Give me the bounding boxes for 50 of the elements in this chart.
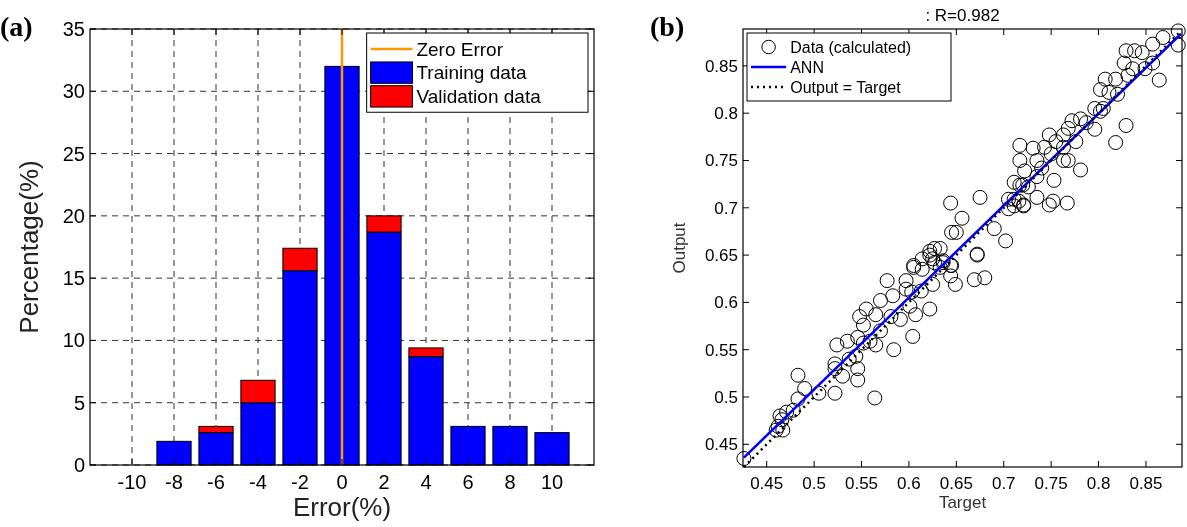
x-tick-label: 0.45 (750, 473, 784, 493)
y-tick-label: 0.6 (714, 293, 738, 313)
legend-label: Training data (416, 62, 528, 84)
x-tick-label: 2 (378, 471, 390, 493)
x-tick-label: -2 (291, 471, 309, 493)
x-tick-label: 0.75 (1034, 473, 1068, 493)
y-tick-label: 15 (62, 267, 85, 290)
x-axis-title: Target (938, 492, 987, 512)
chart-title: : R=0.982 (925, 6, 1000, 25)
x-tick-label: -6 (207, 471, 225, 493)
x-tick-label: -8 (165, 471, 183, 493)
y-axis-title: Percentage(%) (14, 160, 44, 334)
x-tick-label: 4 (420, 471, 432, 493)
text: (b) (650, 11, 685, 42)
x-tick-label: 0.55 (844, 473, 879, 493)
x-tick-label: 8 (504, 471, 516, 493)
x-tick-label: 0 (336, 471, 348, 493)
x-tick-label: 0.7 (991, 473, 1016, 493)
y-tick-label: 0.85 (704, 56, 738, 76)
x-tick-label: 0.8 (1086, 473, 1111, 493)
y-tick-label: 0.5 (714, 387, 738, 407)
y-tick-label: 30 (62, 80, 85, 103)
y-tick-label: 0.45 (704, 435, 738, 455)
y-tick-label: 0.7 (714, 198, 738, 218)
y-tick-label: 25 (62, 142, 85, 165)
x-tick-label: 0.5 (802, 473, 826, 493)
text: (a) (0, 11, 33, 42)
y-tick-label: 35 (62, 18, 85, 40)
y-tick-label: 5 (73, 391, 85, 414)
x-tick-label: 0.6 (897, 473, 921, 493)
x-axis-title: Error(%) (292, 491, 392, 522)
x-tick-label: 6 (462, 471, 474, 493)
y-tick-label: 0.65 (704, 246, 738, 266)
legend-label: Validation data (416, 86, 542, 108)
y-axis-title: Output (670, 222, 689, 274)
y-tick-label: 20 (62, 204, 85, 227)
y-tick-label: 0.55 (704, 340, 738, 360)
x-tick-label: 0.65 (939, 473, 973, 493)
y-tick-label: 10 (62, 329, 85, 352)
x-tick-label: -10 (117, 471, 147, 493)
x-tick-label: 10 (540, 471, 564, 493)
legend-label: Data (calculated) (790, 38, 912, 56)
y-tick-label: 0.75 (704, 151, 738, 171)
legend-label: Zero Error (416, 38, 504, 60)
x-tick-label: -4 (249, 471, 267, 493)
y-tick-label: 0.8 (714, 104, 738, 124)
x-tick-label: 0.85 (1129, 473, 1163, 493)
y-tick-label: 0 (73, 454, 85, 476)
legend-label: ANN (790, 58, 824, 76)
legend-label: Output = Target (790, 78, 902, 96)
